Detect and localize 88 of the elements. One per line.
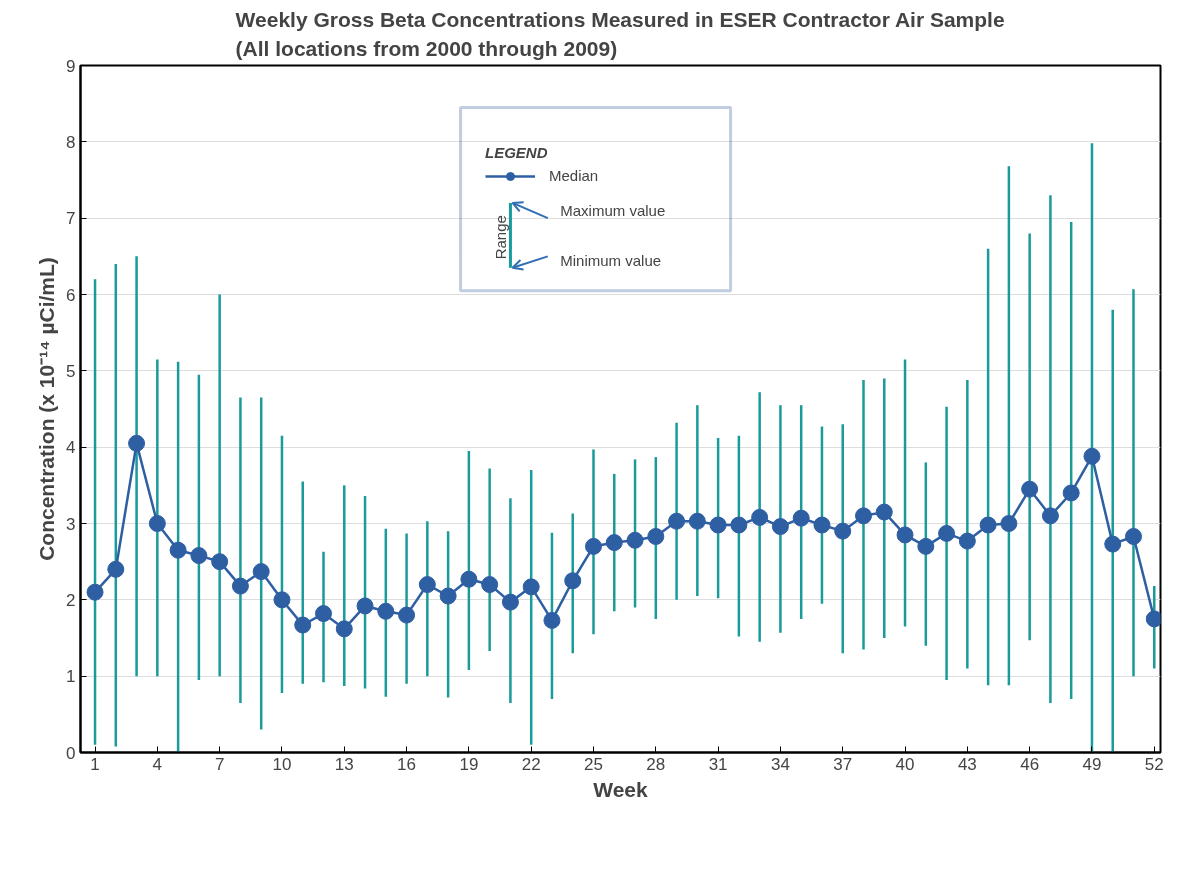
point bbox=[1062, 484, 1080, 502]
x-tick-label: 52 bbox=[1144, 754, 1164, 774]
point bbox=[668, 512, 686, 530]
point bbox=[148, 515, 166, 532]
point bbox=[1104, 535, 1122, 553]
point bbox=[418, 576, 436, 594]
point bbox=[688, 512, 706, 530]
point bbox=[938, 524, 956, 542]
x-tick-label: 40 bbox=[895, 754, 915, 774]
point bbox=[958, 532, 976, 550]
x-tick-label: 16 bbox=[397, 754, 417, 774]
point bbox=[522, 578, 540, 596]
point bbox=[917, 537, 935, 555]
point bbox=[439, 587, 457, 605]
point bbox=[335, 620, 353, 638]
point bbox=[1021, 480, 1039, 498]
x-tick-label: 49 bbox=[1082, 754, 1102, 774]
point bbox=[1125, 527, 1142, 545]
point bbox=[626, 531, 644, 549]
point bbox=[1041, 507, 1059, 525]
y-tick-label: 2 bbox=[66, 590, 76, 610]
point bbox=[501, 593, 519, 611]
point bbox=[1000, 515, 1018, 532]
annotation: Maximum value bbox=[560, 202, 666, 220]
point bbox=[875, 503, 893, 521]
point bbox=[169, 541, 187, 559]
point bbox=[792, 509, 810, 527]
y-tick-label: 5 bbox=[66, 361, 76, 381]
point bbox=[834, 522, 852, 540]
point bbox=[751, 508, 769, 526]
x-tick-label: 34 bbox=[770, 754, 790, 774]
point bbox=[86, 583, 104, 601]
y-tick-label: 4 bbox=[66, 438, 76, 458]
point bbox=[190, 547, 208, 565]
point bbox=[647, 527, 665, 545]
legend-label: Median bbox=[549, 167, 599, 185]
point bbox=[356, 597, 374, 615]
x-tick-label: 13 bbox=[334, 754, 354, 774]
point bbox=[107, 560, 125, 578]
point bbox=[771, 518, 789, 536]
x-tick-label: 31 bbox=[708, 754, 728, 774]
point bbox=[813, 516, 831, 534]
x-tick-label: 7 bbox=[214, 754, 225, 774]
y-tick-label: 8 bbox=[66, 132, 76, 152]
point bbox=[128, 434, 146, 452]
x-tick-label: 10 bbox=[272, 754, 292, 774]
point bbox=[709, 516, 727, 534]
annotation: Minimum value bbox=[560, 251, 662, 269]
y-tick-label: 7 bbox=[66, 209, 76, 229]
point bbox=[231, 577, 249, 595]
x-tick-label: 22 bbox=[521, 754, 541, 774]
y-axis-title: Concentration (x 10⁻¹⁴ µCi/mL) bbox=[35, 257, 59, 561]
point bbox=[1145, 610, 1161, 628]
y-tick-label: 9 bbox=[66, 56, 76, 76]
point bbox=[543, 611, 561, 629]
y-tick-label: 1 bbox=[66, 667, 76, 687]
point bbox=[294, 616, 312, 634]
point bbox=[1083, 447, 1101, 465]
x-tick-label: 19 bbox=[459, 754, 479, 774]
point bbox=[564, 572, 582, 590]
x-tick-label: 4 bbox=[152, 754, 163, 774]
point bbox=[315, 605, 332, 623]
point bbox=[211, 553, 229, 571]
legend-title: LEGEND bbox=[485, 143, 549, 161]
point bbox=[398, 606, 416, 624]
point bbox=[377, 602, 395, 620]
point bbox=[605, 534, 623, 552]
point bbox=[896, 526, 914, 544]
point bbox=[979, 516, 997, 534]
point bbox=[730, 516, 748, 534]
point bbox=[855, 507, 872, 525]
x-tick-label: 43 bbox=[957, 754, 977, 774]
point bbox=[585, 537, 602, 555]
x-tick-label: 46 bbox=[1020, 754, 1040, 774]
annotation: Range bbox=[491, 215, 509, 260]
x-tick-label: 25 bbox=[584, 754, 603, 774]
x-axis-title: Week bbox=[593, 777, 649, 801]
x-tick-label: 1 bbox=[90, 754, 100, 774]
point bbox=[460, 570, 478, 588]
point bbox=[481, 576, 499, 594]
point bbox=[252, 563, 270, 581]
x-tick-label: 28 bbox=[646, 754, 666, 774]
point bbox=[273, 591, 291, 609]
x-tick-label: 37 bbox=[833, 754, 853, 774]
y-tick-label: 3 bbox=[66, 514, 76, 534]
y-tick-label: 0 bbox=[66, 743, 76, 763]
chart-title: Weekly Gross Beta Concentrations Measured in ESER Contractor Air Sample (All locations from 2000 through 2009) bbox=[235, 7, 1005, 61]
y-tick-label: 6 bbox=[66, 285, 76, 305]
